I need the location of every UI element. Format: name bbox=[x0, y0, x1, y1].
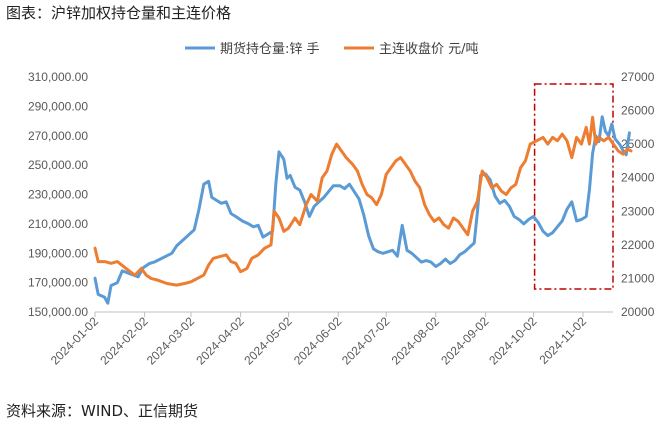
x-tick-label: 2024-04-02 bbox=[193, 314, 247, 368]
x-tick-label: 2024-05-02 bbox=[241, 314, 295, 368]
series-lines bbox=[93, 115, 633, 305]
y-left-tick-label: 290,000.00 bbox=[28, 99, 88, 113]
x-tick-label: 2024-03-02 bbox=[144, 314, 198, 368]
y-right-tick-label: 23000 bbox=[621, 204, 655, 218]
x-tick-label: 2024-01-02 bbox=[48, 314, 102, 368]
y-right-tick-label: 24000 bbox=[621, 171, 655, 185]
y-right-tick-label: 22000 bbox=[621, 238, 655, 252]
source-note: 资料来源：WIND、正信期货 bbox=[6, 402, 199, 420]
y-left-tick-label: 210,000.00 bbox=[28, 217, 88, 231]
y-left-tick-label: 170,000.00 bbox=[28, 276, 88, 290]
y-right-tick-label: 20000 bbox=[621, 305, 655, 319]
y-left-tick-label: 270,000.00 bbox=[28, 129, 88, 143]
y-right-tick-label: 21000 bbox=[621, 271, 655, 285]
x-tick-label: 2024-11-02 bbox=[536, 314, 589, 367]
chart-legend: 期货持仓量:锌 手 主连收盘价 元/吨 bbox=[185, 41, 479, 57]
legend-label-1: 期货持仓量:锌 手 bbox=[220, 41, 320, 57]
legend-label-2: 主连收盘价 元/吨 bbox=[379, 41, 479, 57]
y-left-tick-label: 190,000.00 bbox=[28, 246, 88, 260]
y-left-tick-label: 230,000.00 bbox=[28, 188, 88, 202]
x-tick-label: 2024-08-02 bbox=[389, 314, 443, 368]
x-tick-label: 2024-06-02 bbox=[291, 314, 345, 368]
y-right-tick-label: 26000 bbox=[621, 104, 655, 118]
x-tick-label: 2024-02-02 bbox=[97, 314, 151, 368]
series-line-2 bbox=[93, 115, 633, 287]
figure-title: 图表：沪锌加权持仓量和主连价格 bbox=[6, 4, 232, 22]
y-right-tick-label: 27000 bbox=[621, 70, 655, 84]
highlight-rect bbox=[533, 83, 614, 290]
chart-axes: 2024-01-022024-02-022024-03-022024-04-02… bbox=[28, 70, 655, 368]
y-left-tick-label: 250,000.00 bbox=[28, 158, 88, 172]
y-left-tick-label: 150,000.00 bbox=[28, 305, 88, 319]
series-line-1 bbox=[93, 115, 631, 305]
x-tick-label: 2024-07-02 bbox=[339, 314, 393, 368]
highlight-box bbox=[533, 83, 614, 290]
y-left-tick-label: 310,000.00 bbox=[28, 70, 88, 84]
x-tick-label: 2024-10-02 bbox=[486, 314, 540, 368]
x-tick-label: 2024-09-02 bbox=[438, 314, 492, 368]
